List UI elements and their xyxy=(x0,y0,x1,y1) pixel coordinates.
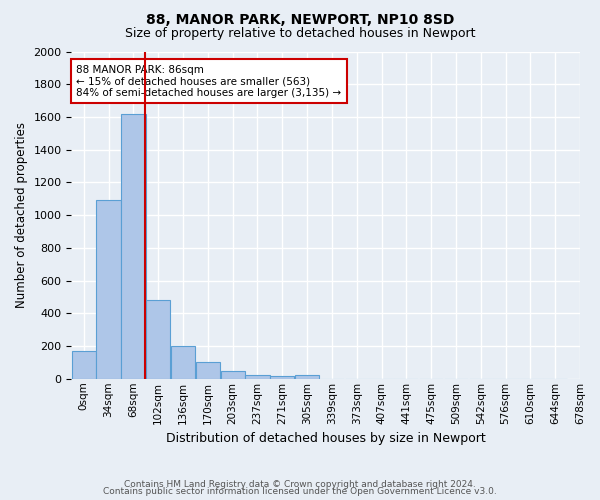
Bar xyxy=(97,200,121,379)
Bar xyxy=(171,346,195,379)
Bar xyxy=(245,376,269,379)
X-axis label: Distribution of detached houses by size in Newport: Distribution of detached houses by size … xyxy=(166,432,485,445)
Bar xyxy=(221,372,245,379)
Text: Contains HM Land Registry data © Crown copyright and database right 2024.: Contains HM Land Registry data © Crown c… xyxy=(124,480,476,489)
Bar xyxy=(71,351,96,379)
Bar xyxy=(270,376,295,379)
Bar xyxy=(196,362,220,379)
Text: Size of property relative to detached houses in Newport: Size of property relative to detached ho… xyxy=(125,28,475,40)
Text: 88, MANOR PARK, NEWPORT, NP10 8SD: 88, MANOR PARK, NEWPORT, NP10 8SD xyxy=(146,12,454,26)
Bar xyxy=(121,114,146,379)
Text: 88 MANOR PARK: 86sqm
← 15% of detached houses are smaller (563)
84% of semi-deta: 88 MANOR PARK: 86sqm ← 15% of detached h… xyxy=(76,64,341,98)
Y-axis label: Number of detached properties: Number of detached properties xyxy=(15,122,28,308)
Bar xyxy=(295,376,319,379)
Bar xyxy=(146,300,170,379)
Text: Contains public sector information licensed under the Open Government Licence v3: Contains public sector information licen… xyxy=(103,488,497,496)
